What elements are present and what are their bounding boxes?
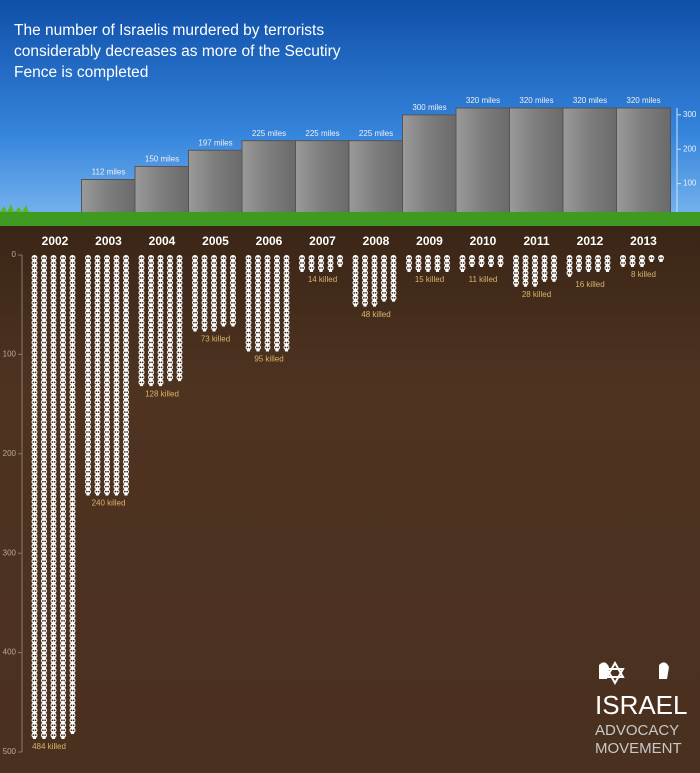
value-label: 48 killed <box>361 310 390 319</box>
bar <box>562 107 618 219</box>
logo-line: ADVOCACY <box>595 722 679 739</box>
x-tick-label: 2013 <box>630 234 657 248</box>
y-tick-label: 300 <box>3 548 17 557</box>
value-label: 95 killed <box>254 355 283 364</box>
y-tick-label: 300 <box>683 110 697 119</box>
logo-line: MOVEMENT <box>595 740 682 757</box>
y-tick-label: 200 <box>3 449 17 458</box>
value-label: 15 killed <box>415 275 444 284</box>
x-tick-label: 2012 <box>577 234 604 248</box>
value-label: 150 miles <box>145 155 179 164</box>
bar <box>134 165 190 219</box>
value-label: 73 killed <box>201 335 230 344</box>
x-tick-label: 2003 <box>95 234 122 248</box>
value-label: 14 killed <box>308 275 337 284</box>
bar <box>81 179 136 219</box>
value-label: 8 killed <box>631 270 656 279</box>
value-label: 320 miles <box>519 96 553 105</box>
y-tick-label: 100 <box>3 350 17 359</box>
value-label: 112 miles <box>92 168 126 177</box>
grass <box>0 212 700 226</box>
grass-blades <box>0 204 29 212</box>
value-label: 240 killed <box>92 499 126 508</box>
value-label: 320 miles <box>573 96 607 105</box>
x-tick-label: 2009 <box>416 234 443 248</box>
value-label: 484 killed <box>32 742 66 751</box>
value-label: 225 miles <box>359 129 393 138</box>
y-tick-label: 500 <box>3 747 17 756</box>
x-tick-label: 2011 <box>523 234 549 248</box>
fence-chart: 100 200 300 112 miles 150 miles 197 miles 225 … <box>81 96 697 219</box>
x-tick-label: 2006 <box>256 234 283 248</box>
value-label: 225 miles <box>305 129 339 138</box>
value-label: 11 killed <box>469 275 498 284</box>
y-tick-label: 0 <box>12 250 17 259</box>
bar <box>188 149 243 219</box>
bar <box>348 140 404 219</box>
bar <box>616 107 671 219</box>
x-tick-label: 2005 <box>202 234 229 248</box>
x-tick-label: 2010 <box>470 234 497 248</box>
value-label: 128 killed <box>145 389 179 398</box>
value-label: 16 killed <box>575 280 604 289</box>
title: The number of Israelis murdered by terro… <box>14 22 341 81</box>
y-tick-label: 400 <box>3 648 17 657</box>
x-tick-label: 2002 <box>42 234 69 248</box>
bar <box>295 140 350 219</box>
value-label: 300 miles <box>412 103 446 112</box>
bar <box>241 140 297 219</box>
x-tick-label: 2004 <box>149 234 176 248</box>
x-tick-label: 2008 <box>363 234 390 248</box>
bar <box>455 107 511 219</box>
bar <box>509 107 564 219</box>
bar <box>402 114 457 219</box>
y-tick-label: 100 <box>683 179 697 188</box>
killed-chart: 0 100 200 300 400 500 2002 484 killed 2003 240 ki… <box>3 234 664 756</box>
value-label: 320 miles <box>626 96 660 105</box>
logo: ISRAEL ADVOCACY MOVEMENT <box>595 660 688 757</box>
y-tick-label: 200 <box>683 144 697 153</box>
value-label: 320 miles <box>466 96 500 105</box>
logo-line: ISRAEL <box>595 690 688 720</box>
value-label: 225 miles <box>252 129 286 138</box>
value-label: 197 miles <box>198 138 232 147</box>
x-tick-label: 2007 <box>309 234 336 248</box>
value-label: 28 killed <box>522 290 551 299</box>
